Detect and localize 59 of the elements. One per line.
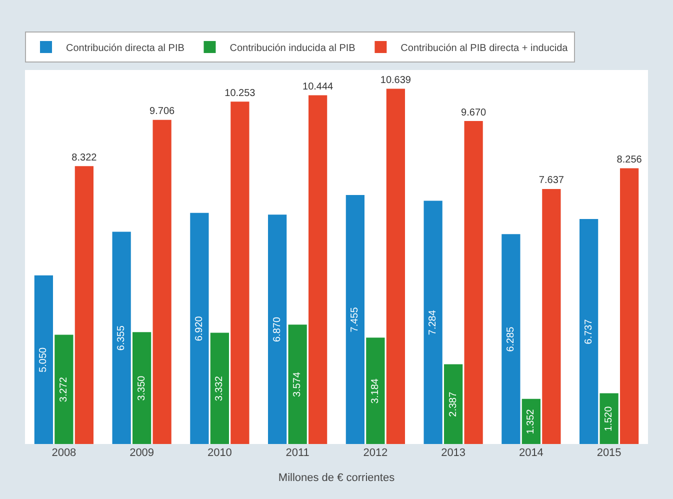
legend-label: Contribución al PIB directa + inducida <box>400 42 568 54</box>
bar <box>542 188 561 444</box>
bar <box>464 121 483 444</box>
x-tick-label: 2014 <box>518 447 544 459</box>
bar <box>580 219 598 444</box>
data-label: 7.455 <box>350 306 361 332</box>
x-tick-label: 2015 <box>596 447 622 459</box>
bar <box>424 200 442 444</box>
bar <box>190 212 209 444</box>
bar <box>268 214 287 444</box>
data-label: 5.050 <box>38 346 50 372</box>
bar <box>346 195 364 444</box>
data-label: 10.639 <box>380 74 412 86</box>
data-label: 6.285 <box>505 326 516 352</box>
data-label: 6.355 <box>116 325 128 351</box>
data-label: 6.737 <box>583 318 594 344</box>
bar <box>620 168 639 444</box>
data-label: 3.574 <box>292 372 304 398</box>
x-tick-label: 2010 <box>207 447 232 459</box>
bar <box>502 234 520 444</box>
data-label: 7.284 <box>428 310 439 336</box>
data-label: 3.184 <box>370 378 381 404</box>
data-label: 3.350 <box>136 375 148 401</box>
bar <box>444 364 463 444</box>
bar <box>54 334 74 444</box>
data-label: 8.256 <box>616 154 642 166</box>
x-tick-label: 2008 <box>52 447 76 459</box>
x-tick-label: 2009 <box>130 447 154 459</box>
bar <box>112 232 131 444</box>
bar <box>230 102 250 444</box>
data-label: 9.670 <box>461 107 487 118</box>
bar <box>152 120 172 444</box>
data-label: 10.253 <box>224 88 256 99</box>
legend-label: Contribución directa al PIB <box>66 42 185 54</box>
bar <box>74 166 94 444</box>
data-label: 6.920 <box>194 316 205 342</box>
bar <box>288 324 307 444</box>
data-label: 6.870 <box>272 316 283 342</box>
data-label: 3.332 <box>214 376 226 402</box>
legend-label: Contribución inducida al PIB <box>230 42 356 54</box>
bar <box>366 338 385 444</box>
data-label: 9.706 <box>150 106 176 118</box>
bar <box>210 332 229 444</box>
bar <box>386 88 405 444</box>
data-label: 3.272 <box>58 376 70 402</box>
bar <box>132 332 152 444</box>
x-tick-label: 2013 <box>441 447 466 459</box>
data-label: 8.322 <box>72 152 98 164</box>
data-label: 1.520 <box>604 406 615 432</box>
bar <box>308 95 328 444</box>
bar <box>34 275 53 444</box>
x-tick-label: 2012 <box>363 447 388 459</box>
data-label: 10.444 <box>302 81 334 92</box>
data-label: 1.352 <box>526 408 537 434</box>
data-label: 2.387 <box>448 391 459 417</box>
data-label: 7.637 <box>538 175 564 186</box>
bar <box>600 393 618 444</box>
x-axis-title: Millones de € corrientes <box>278 472 396 484</box>
x-tick-label: 2011 <box>286 447 310 459</box>
